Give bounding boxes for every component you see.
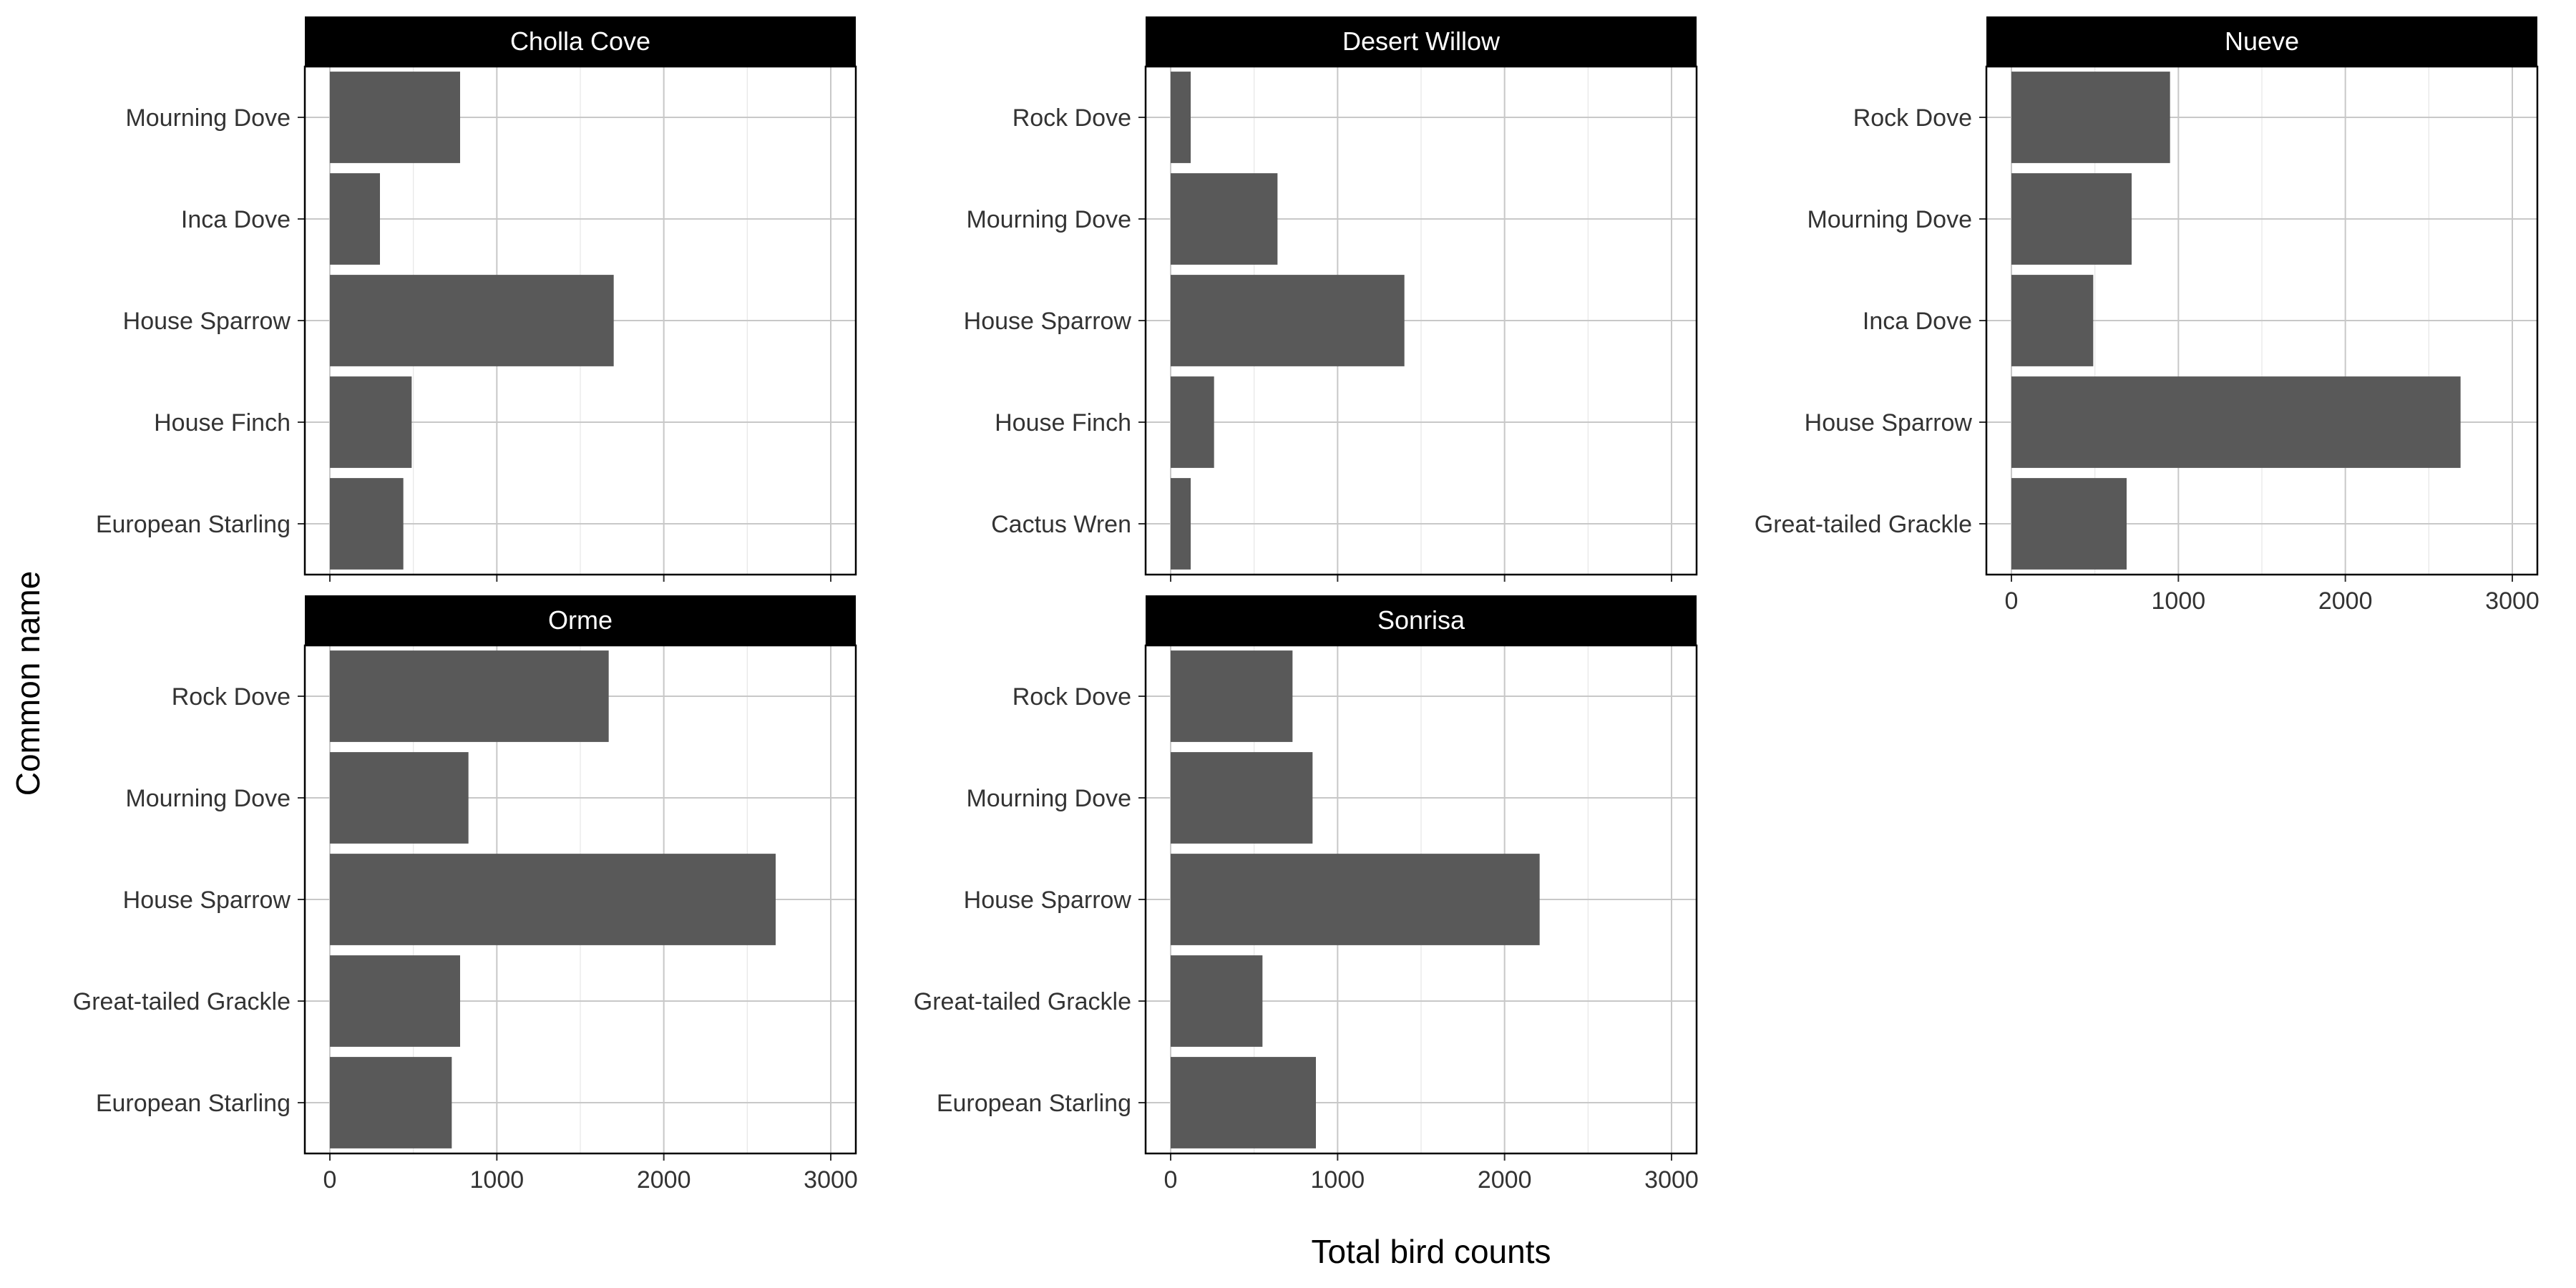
category-label: Rock Dove: [1853, 104, 1972, 132]
bar: [330, 1057, 452, 1148]
category-label: Mourning Dove: [1807, 206, 1972, 233]
x-axis-title: Total bird counts: [1312, 1233, 1551, 1270]
facet-strip: [1146, 16, 1697, 67]
x-tick-label: 2000: [1478, 1166, 1532, 1194]
x-tick-label: 2000: [637, 1166, 691, 1194]
category-label: Great-tailed Grackle: [1755, 511, 1972, 538]
category-label: House Finch: [154, 409, 291, 436]
category-label: House Sparrow: [123, 887, 291, 914]
panel-border: [1144, 644, 1698, 1155]
bar: [2011, 173, 2132, 265]
facet-panel: Nueve Rock Dove Mourning Dove Inca Dove Hous…: [1755, 16, 2540, 615]
bar: [330, 854, 776, 945]
x-tick-label: 0: [2005, 587, 2019, 615]
category-label: House Sparrow: [964, 308, 1132, 335]
x-tick-label: 0: [1164, 1166, 1178, 1194]
facet-title: Cholla Cove: [510, 26, 650, 56]
facet-panel: Orme Rock Dove Mourning Dove House Sparrow G…: [73, 595, 858, 1194]
category-label: Inca Dove: [181, 206, 291, 233]
y-axis-title: Common name: [9, 571, 47, 796]
facet-panel: Desert Willow Rock Dove Mourning Dove House…: [964, 16, 1698, 582]
panel-border: [303, 65, 857, 576]
x-tick-label: 2000: [2318, 587, 2373, 615]
category-label: Mourning Dove: [125, 104, 291, 132]
category-label: Mourning Dove: [125, 785, 291, 812]
bar: [1171, 72, 1191, 163]
bar: [330, 478, 404, 570]
x-tick-label: 3000: [1644, 1166, 1699, 1194]
category-label: Rock Dove: [1013, 683, 1131, 711]
bar: [1171, 376, 1214, 468]
category-label: European Starling: [96, 1090, 291, 1117]
facet-strip: [1986, 16, 2537, 67]
bar: [1171, 955, 1263, 1047]
bar: [1171, 173, 1278, 265]
x-tick-label: 1000: [1311, 1166, 1365, 1194]
panel-border: [1144, 65, 1698, 576]
category-label: Rock Dove: [172, 683, 291, 711]
facet-strip: [305, 595, 856, 645]
bar: [330, 275, 614, 366]
category-label: House Sparrow: [1805, 409, 1973, 436]
category-label: Mourning Dove: [966, 785, 1131, 812]
x-tick-label: 0: [323, 1166, 337, 1194]
category-label: European Starling: [937, 1090, 1131, 1117]
facet-strip: [305, 16, 856, 67]
panel-border: [303, 644, 857, 1155]
bar: [1171, 854, 1540, 945]
category-label: European Starling: [96, 511, 291, 538]
bar: [1171, 752, 1313, 844]
bar: [330, 955, 460, 1047]
x-tick-label: 3000: [2485, 587, 2540, 615]
x-tick-label: 1000: [2152, 587, 2206, 615]
bar: [1171, 1057, 1316, 1148]
bar: [1171, 478, 1191, 570]
category-label: House Finch: [995, 409, 1131, 436]
bar: [330, 650, 609, 742]
panel-border: [1985, 65, 2539, 576]
bar: [1171, 275, 1405, 366]
bar: [330, 752, 469, 844]
facet-panel: Cholla Cove Mourning Dove Inca Dove House S…: [96, 16, 857, 582]
category-label: Mourning Dove: [966, 206, 1131, 233]
bar: [330, 72, 460, 163]
category-label: Great-tailed Grackle: [914, 988, 1131, 1015]
facet-title: Desert Willow: [1342, 26, 1501, 56]
bar: [2011, 72, 2170, 163]
category-label: Great-tailed Grackle: [73, 988, 291, 1015]
bar: [1171, 650, 1293, 742]
x-tick-label: 3000: [804, 1166, 858, 1194]
facet-title: Orme: [548, 605, 613, 635]
facet-panel: Sonrisa Rock Dove Mourning Dove House Sparr…: [914, 595, 1699, 1194]
category-label: Cactus Wren: [991, 511, 1131, 538]
bar: [330, 173, 380, 265]
bar: [2011, 275, 2094, 366]
facet-strip: [1146, 595, 1697, 645]
bar: [2011, 478, 2127, 570]
bar: [330, 376, 412, 468]
facet-title: Sonrisa: [1377, 605, 1465, 635]
facet-panels: Cholla Cove Mourning Dove Inca Dove House S…: [73, 16, 2540, 1194]
category-label: House Sparrow: [123, 308, 291, 335]
category-label: House Sparrow: [964, 887, 1132, 914]
bar: [2011, 376, 2461, 468]
category-label: Inca Dove: [1863, 308, 1972, 335]
category-label: Rock Dove: [1013, 104, 1131, 132]
facet-title: Nueve: [2225, 26, 2299, 56]
x-tick-label: 1000: [470, 1166, 525, 1194]
